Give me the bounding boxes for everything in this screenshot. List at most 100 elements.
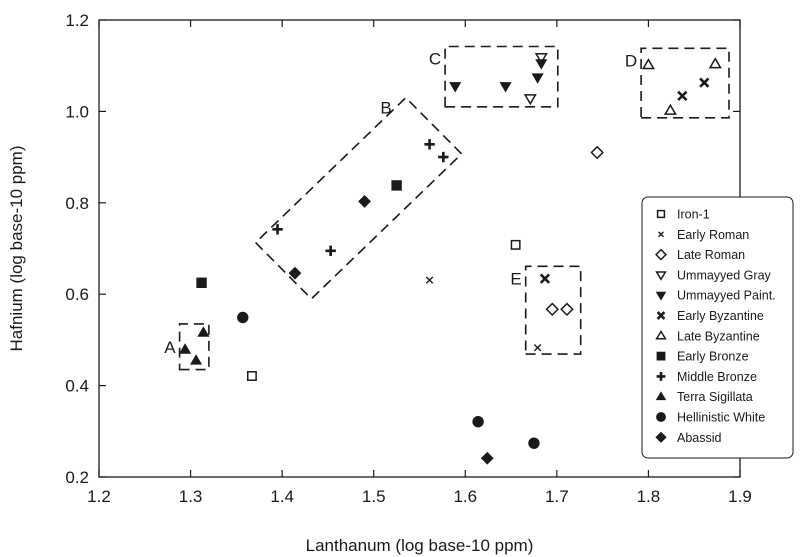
legend-label: Early Bronze: [677, 350, 749, 364]
data-point: [510, 239, 521, 250]
x-tick-label: 1.8: [637, 487, 661, 506]
data-point: [708, 57, 722, 69]
data-point: [523, 94, 537, 106]
data-point: [545, 302, 560, 317]
legend-frame: [641, 196, 794, 459]
series-abassid: [288, 195, 494, 465]
x-tick-label: 1.6: [453, 487, 477, 506]
data-point: [449, 82, 462, 93]
legend-label: Abassid: [677, 431, 722, 445]
x-tick-label: 1.2: [87, 487, 111, 506]
y-tick-label: 1.2: [65, 11, 89, 30]
legend-item-iron-1: Iron-1: [656, 208, 710, 222]
series-early-byzantine: [539, 77, 710, 284]
cluster-label-d: D: [625, 51, 637, 70]
legend-label: Iron-1: [677, 208, 710, 222]
x-tick-label: 1.3: [179, 487, 203, 506]
annotation-layer: A B C D E: [164, 45, 730, 371]
series-late-roman: [545, 145, 604, 317]
legend-label: Early Roman: [677, 228, 749, 242]
legend-marker: [656, 412, 666, 422]
cluster-label-a: A: [164, 338, 176, 357]
legend-item-late-byzantine: Late Byzantine: [655, 329, 760, 343]
series-ummayyed-gray: [523, 53, 548, 106]
series-late-byzantine: [641, 57, 722, 115]
y-axis-title: Hafnium (log base-10 ppm): [7, 146, 26, 352]
data-point: [472, 416, 484, 428]
legend-label: Middle Bronze: [677, 370, 757, 384]
data-point: [677, 90, 688, 101]
y-tick-label: 0.2: [65, 468, 89, 487]
cluster-box-c: [444, 45, 559, 108]
legend-marker: [655, 291, 667, 301]
data-point: [246, 371, 257, 381]
data-point: [197, 326, 210, 337]
legend-marker: [655, 248, 667, 261]
legend-marker: [656, 209, 666, 219]
y-tick-label: 0.8: [65, 194, 89, 213]
series-ummayyed-paint: [449, 59, 548, 93]
legend-item-terra-sigillata: Terra Sigillata: [655, 390, 753, 404]
legend-label: Late Roman: [677, 248, 745, 262]
series-iron-1: [246, 239, 521, 381]
legend-marker: [656, 372, 666, 381]
x-tick-label: 1.9: [728, 487, 752, 506]
data-point: [539, 273, 551, 284]
legend-marker: [655, 391, 667, 401]
data-point: [425, 276, 434, 284]
legend-item-ummayyed-paint: Ummayyed Paint.: [655, 289, 776, 303]
y-tick-label: 1.0: [65, 102, 89, 121]
series-early-bronze: [196, 180, 402, 288]
legend-item-early-roman: Early Roman: [658, 228, 749, 242]
legend-item-late-roman: Late Roman: [655, 248, 745, 262]
data-point: [531, 73, 544, 84]
x-tick-label: 1.7: [545, 487, 569, 506]
data-point: [189, 354, 203, 365]
legend-label: Terra Sigillata: [677, 390, 753, 404]
legend-label: Early Byzantine: [677, 309, 764, 323]
data-point: [288, 266, 302, 280]
data-point: [179, 343, 192, 354]
data-point: [424, 139, 435, 150]
data-point: [535, 59, 548, 70]
legend-item-ummayyed-gray: Ummayyed Gray: [655, 268, 772, 282]
point-layer: [179, 53, 722, 465]
data-point: [641, 58, 655, 70]
cluster-box-a: [178, 323, 210, 371]
data-point: [560, 302, 574, 317]
legend-marker: [656, 351, 666, 361]
legend-label: Ummayyed Gray: [677, 268, 772, 282]
x-tick-label: 1.5: [362, 487, 386, 506]
series-middle-bronze: [272, 139, 449, 256]
series-terra-sigillata: [179, 326, 210, 365]
data-point: [663, 103, 677, 115]
data-point: [590, 145, 604, 160]
cluster-box-b: [254, 96, 463, 300]
data-point: [480, 451, 494, 465]
data-point: [438, 151, 449, 163]
legend-item-abassid: Abassid: [655, 431, 722, 445]
data-point: [272, 224, 283, 235]
legend-item-hellinistic-white: Hellinistic White: [656, 411, 765, 425]
x-tick-label: 1.4: [270, 487, 294, 506]
legend-label: Hellinistic White: [677, 411, 765, 425]
y-tick-label: 0.4: [65, 377, 89, 396]
data-point: [196, 277, 207, 288]
y-tick-label: 0.6: [65, 285, 89, 304]
cluster-label-c: C: [429, 50, 441, 69]
data-point: [499, 82, 512, 93]
legend-item-early-bronze: Early Bronze: [656, 350, 749, 364]
data-point: [528, 437, 540, 449]
data-point: [699, 77, 710, 88]
data-point: [358, 195, 371, 208]
cluster-label-b: B: [380, 99, 391, 118]
data-point: [534, 53, 548, 65]
tick-layer: 1.2 1.3 1.4 1.5 1.6 1.7 1.8 1.9 0.2 0.4 0.6 0.8 1.0 1…: [65, 11, 751, 506]
x-axis-title: Lanthanum (log base-10 ppm): [306, 536, 534, 555]
cluster-label-e: E: [510, 269, 521, 288]
series-early-roman: [425, 276, 542, 352]
legend-marker: [655, 271, 667, 281]
legend-label: Ummayyed Paint.: [677, 289, 776, 303]
series-hellinistic-white: [237, 311, 540, 449]
